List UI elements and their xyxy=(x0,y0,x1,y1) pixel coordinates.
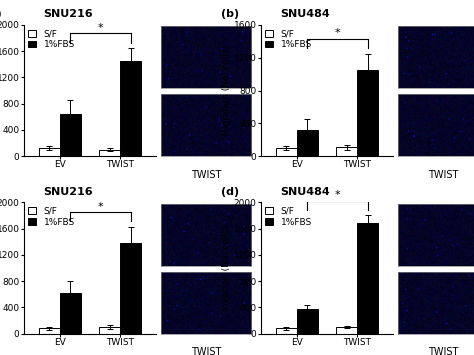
Bar xyxy=(39,328,60,334)
Text: *: * xyxy=(335,190,340,200)
Bar xyxy=(120,243,141,334)
Text: SNU216: SNU216 xyxy=(44,187,93,197)
Bar xyxy=(357,70,378,156)
Bar xyxy=(39,148,60,156)
Text: EV: EV xyxy=(437,280,449,290)
Bar xyxy=(276,328,297,334)
Text: SNU216: SNU216 xyxy=(44,9,93,19)
Text: SNU484: SNU484 xyxy=(281,9,330,19)
Bar xyxy=(297,309,318,334)
Text: TWIST: TWIST xyxy=(428,347,458,355)
Bar xyxy=(60,114,81,156)
Bar xyxy=(276,148,297,156)
Text: SNU484: SNU484 xyxy=(281,187,330,197)
Bar xyxy=(357,223,378,334)
Text: *: * xyxy=(335,28,340,38)
Bar xyxy=(297,130,318,156)
Bar xyxy=(60,293,81,334)
Text: (c): (c) xyxy=(0,187,1,197)
Text: (b): (b) xyxy=(221,9,239,19)
Y-axis label: Migration (No. cells): Migration (No. cells) xyxy=(222,45,231,136)
Text: EV: EV xyxy=(437,102,449,112)
Text: (d): (d) xyxy=(221,187,239,197)
Legend: S/F, 1%FBS: S/F, 1%FBS xyxy=(265,207,312,227)
Legend: S/F, 1%FBS: S/F, 1%FBS xyxy=(28,29,75,49)
Bar xyxy=(336,327,357,334)
Bar xyxy=(120,61,141,156)
Text: EV: EV xyxy=(200,102,212,112)
Text: *: * xyxy=(98,23,103,33)
Bar xyxy=(99,327,120,334)
Text: *: * xyxy=(98,202,103,212)
Legend: S/F, 1%FBS: S/F, 1%FBS xyxy=(265,29,312,49)
Text: TWIST: TWIST xyxy=(428,170,458,180)
Text: EV: EV xyxy=(200,280,212,290)
Text: TWIST: TWIST xyxy=(191,347,221,355)
Text: (a): (a) xyxy=(0,9,1,19)
Text: TWIST: TWIST xyxy=(191,170,221,180)
Legend: S/F, 1%FBS: S/F, 1%FBS xyxy=(28,207,75,227)
Bar xyxy=(99,150,120,156)
Y-axis label: Invasion (No. cells): Invasion (No. cells) xyxy=(222,225,231,311)
Bar xyxy=(336,147,357,156)
